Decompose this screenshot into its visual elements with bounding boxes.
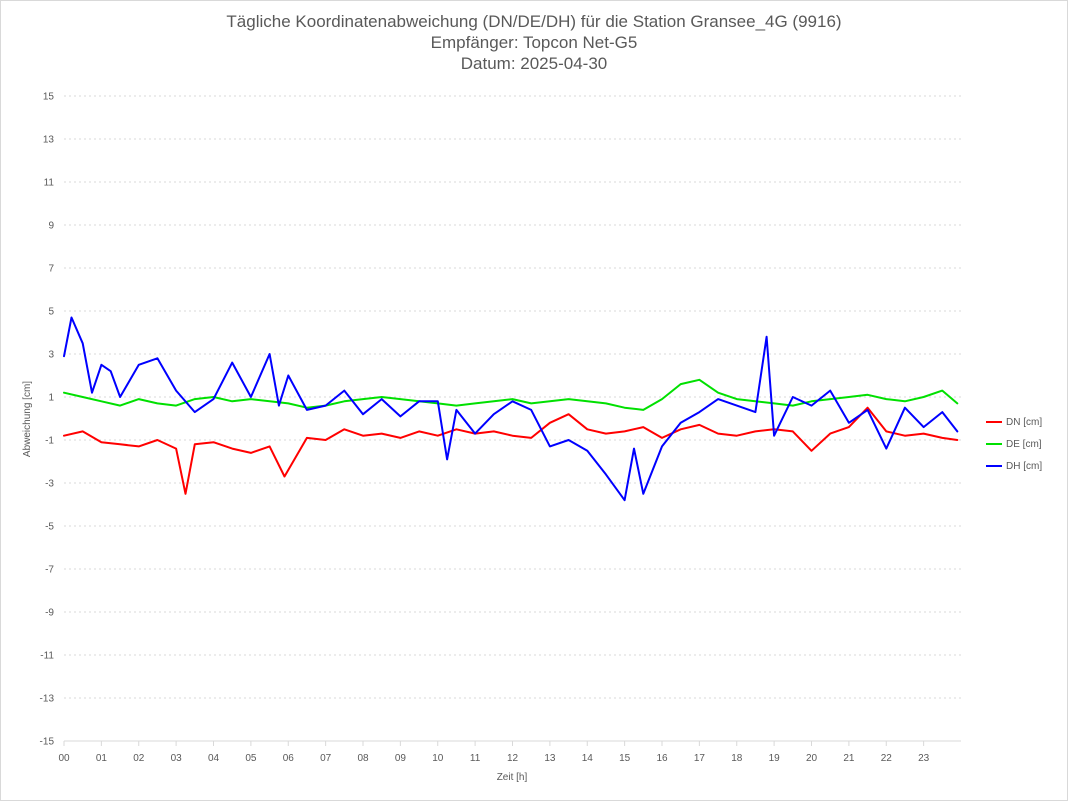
x-tick-label: 12 [507, 753, 519, 764]
legend-swatch-de [986, 443, 1002, 445]
legend-item-dh: DH [cm] [986, 455, 1066, 477]
legend-item-dn: DN [cm] [986, 411, 1066, 433]
x-tick-label: 13 [544, 753, 556, 764]
x-tick-label: 00 [58, 753, 70, 764]
x-tick-label: 05 [245, 753, 257, 764]
legend-label-dh: DH [cm] [1006, 460, 1043, 472]
x-tick-labels: 00 01 02 03 04 05 06 07 08 09 10 11 12 13 14 15 16 17 18 19… [58, 753, 929, 764]
y-tick-label: 9 [48, 221, 54, 232]
chart-subtitle-date: Datum: 2025-04-30 [460, 54, 608, 73]
legend-label-de: DE [cm] [1006, 438, 1042, 450]
x-tick-label: 04 [208, 753, 220, 764]
x-tick-label: 09 [395, 753, 407, 764]
chart-subtitle-receiver: Empfänger: Topcon Net-G5 [430, 33, 638, 52]
legend-swatch-dn [986, 421, 1002, 423]
x-tick-label: 15 [619, 753, 631, 764]
x-tick-label: 10 [432, 753, 444, 764]
y-axis-label: Abweichung [cm] [22, 381, 33, 457]
x-tick-label: 01 [96, 753, 108, 764]
x-tick-label: 11 [470, 753, 481, 764]
x-tick-label: 23 [918, 753, 930, 764]
y-tick-label: -5 [45, 522, 54, 533]
y-tick-labels: 15 13 11 9 7 5 3 1 -1 -3 -5 -7 -9 -11 -13 -15 [40, 92, 55, 748]
series-line-dh [63, 316, 959, 502]
x-tick-label: 22 [881, 753, 893, 764]
y-tick-label: 13 [43, 135, 55, 146]
x-tick-label: 20 [806, 753, 818, 764]
y-tick-label: 5 [48, 307, 54, 318]
grid [63, 95, 961, 746]
series-line-dn [63, 406, 959, 495]
y-tick-label: 15 [43, 92, 55, 103]
x-tick-label: 18 [731, 753, 743, 764]
y-tick-label: 1 [48, 393, 54, 404]
x-tick-label: 19 [769, 753, 781, 764]
x-tick-label: 17 [694, 753, 706, 764]
x-tick-label: 06 [283, 753, 295, 764]
x-tick-label: 16 [656, 753, 668, 764]
series-lines [63, 316, 959, 502]
y-tick-label: 7 [48, 264, 54, 275]
x-tick-label: 08 [357, 753, 369, 764]
y-tick-label: -15 [40, 737, 55, 748]
y-tick-label: -11 [40, 651, 54, 662]
chart-title-block: Tägliche Koordinatenabweichung (DN/DE/DH… [1, 11, 1067, 74]
legend-swatch-dh [986, 465, 1002, 467]
legend: DN [cm] DE [cm] DH [cm] [986, 411, 1066, 477]
x-tick-label: 07 [320, 753, 332, 764]
y-tick-label: -1 [45, 436, 54, 447]
y-tick-label: -7 [45, 565, 54, 576]
x-tick-label: 21 [843, 753, 855, 764]
y-tick-label: -3 [45, 479, 54, 490]
y-tick-label: -9 [45, 608, 54, 619]
legend-item-de: DE [cm] [986, 433, 1066, 455]
chart-title: Tägliche Koordinatenabweichung (DN/DE/DH… [226, 12, 842, 31]
legend-label-dn: DN [cm] [1006, 416, 1043, 428]
x-tick-label: 02 [133, 753, 145, 764]
y-tick-label: 11 [44, 178, 55, 189]
x-axis-label: Zeit [h] [497, 772, 528, 783]
y-tick-label: 3 [48, 350, 54, 361]
y-tick-label: -13 [40, 694, 55, 705]
x-tick-label: 14 [582, 753, 594, 764]
x-tick-label: 03 [171, 753, 183, 764]
